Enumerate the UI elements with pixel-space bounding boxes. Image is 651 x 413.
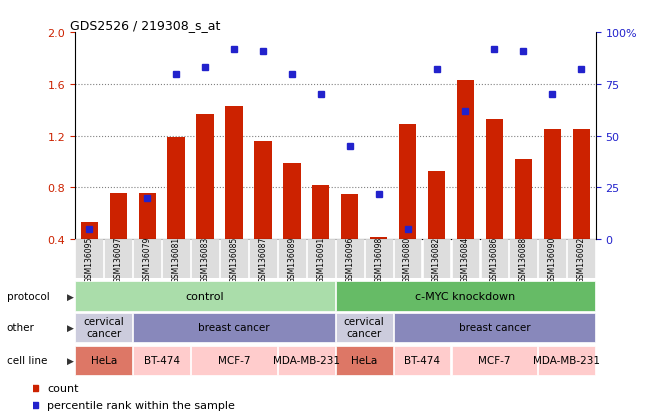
Text: HeLa: HeLa xyxy=(90,355,117,366)
Bar xyxy=(428,171,445,240)
Text: MDA-MB-231: MDA-MB-231 xyxy=(273,355,340,366)
Bar xyxy=(544,130,561,240)
Text: GDS2526 / 219308_s_at: GDS2526 / 219308_s_at xyxy=(70,19,220,32)
Text: breast cancer: breast cancer xyxy=(198,322,270,332)
FancyBboxPatch shape xyxy=(249,240,277,279)
Text: GSM136096: GSM136096 xyxy=(345,236,354,282)
Bar xyxy=(197,114,214,240)
Text: GSM136089: GSM136089 xyxy=(287,236,296,282)
Text: breast cancer: breast cancer xyxy=(458,322,530,332)
Bar xyxy=(81,223,98,240)
FancyBboxPatch shape xyxy=(76,240,104,279)
Text: GSM136079: GSM136079 xyxy=(143,236,152,282)
Text: GSM136086: GSM136086 xyxy=(490,236,499,282)
FancyBboxPatch shape xyxy=(336,240,364,279)
FancyBboxPatch shape xyxy=(452,346,537,375)
Bar xyxy=(341,195,359,240)
FancyBboxPatch shape xyxy=(162,240,190,279)
Text: count: count xyxy=(48,383,79,393)
Text: HeLa: HeLa xyxy=(351,355,378,366)
Text: GSM136090: GSM136090 xyxy=(547,236,557,282)
FancyBboxPatch shape xyxy=(307,240,335,279)
Bar xyxy=(109,193,127,240)
Text: MCF-7: MCF-7 xyxy=(217,355,250,366)
Text: GSM136082: GSM136082 xyxy=(432,236,441,282)
Text: MDA-MB-231: MDA-MB-231 xyxy=(533,355,600,366)
Bar xyxy=(370,237,387,240)
FancyBboxPatch shape xyxy=(336,282,595,311)
Text: BT-474: BT-474 xyxy=(404,355,440,366)
Bar xyxy=(572,130,590,240)
Text: other: other xyxy=(7,322,35,332)
FancyBboxPatch shape xyxy=(538,240,566,279)
FancyBboxPatch shape xyxy=(480,240,508,279)
Text: GSM136097: GSM136097 xyxy=(114,236,123,282)
FancyBboxPatch shape xyxy=(336,346,393,375)
FancyBboxPatch shape xyxy=(394,240,421,279)
FancyBboxPatch shape xyxy=(133,240,161,279)
Text: GSM136095: GSM136095 xyxy=(85,236,94,282)
FancyBboxPatch shape xyxy=(76,313,132,342)
Text: cell line: cell line xyxy=(7,355,47,366)
Text: GSM136087: GSM136087 xyxy=(258,236,268,282)
Text: percentile rank within the sample: percentile rank within the sample xyxy=(48,400,235,410)
Text: cervical
cancer: cervical cancer xyxy=(344,316,385,338)
FancyBboxPatch shape xyxy=(538,346,595,375)
Text: MCF-7: MCF-7 xyxy=(478,355,510,366)
Text: ▶: ▶ xyxy=(67,323,74,332)
Text: c-MYC knockdown: c-MYC knockdown xyxy=(415,291,516,301)
FancyBboxPatch shape xyxy=(510,240,537,279)
Text: GSM136085: GSM136085 xyxy=(230,236,238,282)
FancyBboxPatch shape xyxy=(422,240,450,279)
Bar xyxy=(225,107,243,240)
Text: ▶: ▶ xyxy=(67,292,74,301)
Bar xyxy=(399,125,416,240)
FancyBboxPatch shape xyxy=(394,346,450,375)
Bar xyxy=(312,185,329,240)
Text: GSM136081: GSM136081 xyxy=(172,236,180,282)
FancyBboxPatch shape xyxy=(191,346,277,375)
FancyBboxPatch shape xyxy=(133,313,335,342)
Bar xyxy=(255,142,271,240)
FancyBboxPatch shape xyxy=(452,240,479,279)
FancyBboxPatch shape xyxy=(394,313,595,342)
Text: GSM136084: GSM136084 xyxy=(461,236,470,282)
FancyBboxPatch shape xyxy=(76,282,335,311)
Bar xyxy=(486,119,503,240)
Text: BT-474: BT-474 xyxy=(144,355,180,366)
FancyBboxPatch shape xyxy=(567,240,595,279)
FancyBboxPatch shape xyxy=(191,240,219,279)
Text: GSM136083: GSM136083 xyxy=(201,236,210,282)
Bar xyxy=(139,193,156,240)
Text: cervical
cancer: cervical cancer xyxy=(83,316,124,338)
Bar xyxy=(515,159,532,240)
Text: GSM136091: GSM136091 xyxy=(316,236,326,282)
FancyBboxPatch shape xyxy=(278,240,306,279)
FancyBboxPatch shape xyxy=(133,346,190,375)
FancyBboxPatch shape xyxy=(336,313,393,342)
Bar xyxy=(457,81,474,240)
Text: GSM136080: GSM136080 xyxy=(403,236,412,282)
FancyBboxPatch shape xyxy=(365,240,393,279)
Text: ▶: ▶ xyxy=(67,356,74,365)
Bar xyxy=(167,138,185,240)
Text: GSM136098: GSM136098 xyxy=(374,236,383,282)
Text: GSM136092: GSM136092 xyxy=(577,236,586,282)
FancyBboxPatch shape xyxy=(220,240,248,279)
FancyBboxPatch shape xyxy=(104,240,132,279)
FancyBboxPatch shape xyxy=(76,346,132,375)
Text: control: control xyxy=(186,291,225,301)
Bar xyxy=(283,164,301,240)
FancyBboxPatch shape xyxy=(278,346,335,375)
Text: protocol: protocol xyxy=(7,291,49,301)
Text: GSM136088: GSM136088 xyxy=(519,236,528,282)
